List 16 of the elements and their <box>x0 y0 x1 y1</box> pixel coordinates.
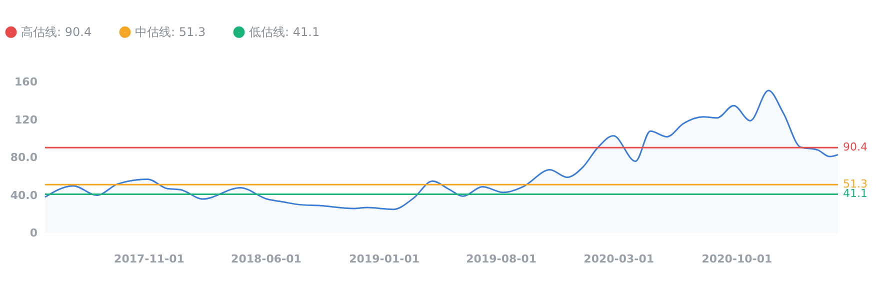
x-tick-label: 2018-06-01 <box>231 252 302 266</box>
legend-label: 高估线: 90.4 <box>21 25 92 40</box>
y-tick-label: 0 <box>30 226 38 240</box>
x-tick-label: 2019-01-01 <box>349 252 420 266</box>
x-tick-label: 2019-08-01 <box>466 252 537 266</box>
legend-label: 中估线: 51.3 <box>135 25 206 40</box>
x-tick-label: 2020-10-01 <box>702 252 772 266</box>
legend-label: 低估线: 41.1 <box>249 25 320 40</box>
x-tick-label: 2020-03-01 <box>584 252 654 266</box>
y-tick-label: 40.0 <box>10 188 38 202</box>
data-label: 41.1 <box>843 187 868 200</box>
y-tick-label: 160 <box>14 76 38 88</box>
y-tick-label: 120 <box>14 113 38 126</box>
data-label: 90.4 <box>843 140 868 154</box>
y-tick-label: 80.0 <box>10 151 38 164</box>
x-tick-label: 2017-11-01 <box>114 252 184 266</box>
